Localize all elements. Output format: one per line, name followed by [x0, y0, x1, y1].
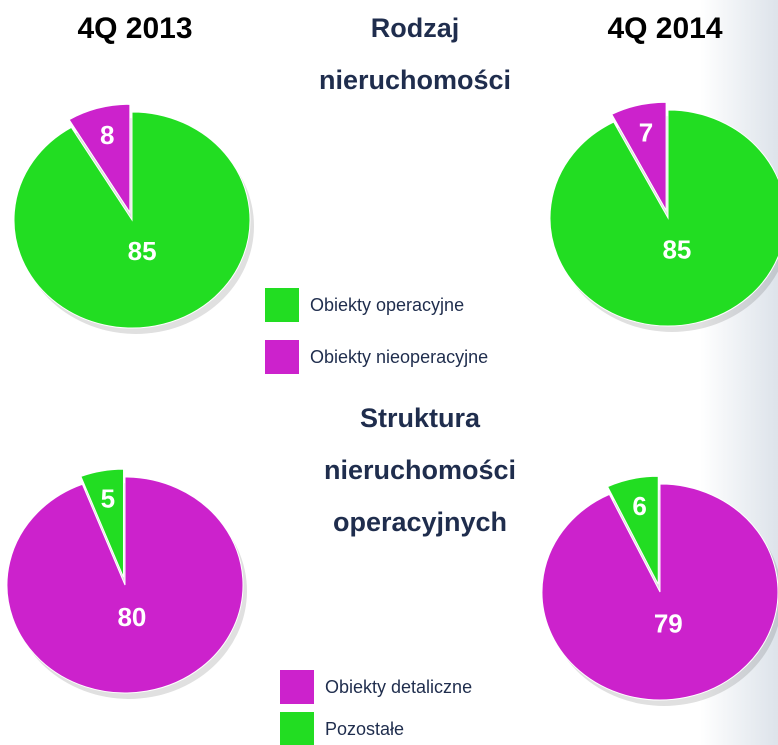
pie-slice: [80, 468, 125, 578]
value-label: 85: [662, 234, 691, 264]
value-label: 8: [100, 120, 114, 150]
section-title: Struktura: [360, 403, 481, 433]
value-label: 79: [654, 609, 683, 639]
column-title: 4Q 2014: [607, 12, 722, 45]
value-label: 85: [128, 236, 157, 266]
value-label: 6: [632, 491, 646, 521]
section-title: Rodzaj: [371, 13, 460, 43]
legend-label: Pozostałe: [325, 719, 404, 739]
legend-swatch: [280, 670, 314, 704]
value-label: 5: [101, 484, 115, 514]
legend-label: Obiekty detaliczne: [325, 677, 472, 697]
legend-swatch: [280, 712, 314, 745]
legend-label: Obiekty operacyjne: [310, 295, 464, 315]
pie-slice: [68, 103, 131, 214]
legend-swatch: [265, 288, 299, 322]
value-label: 7: [639, 118, 653, 148]
section-title: nieruchomości: [324, 455, 516, 485]
legend-label: Obiekty nieoperacyjne: [310, 347, 488, 367]
pie-slice: [13, 111, 251, 329]
section-title: nieruchomości: [319, 65, 511, 95]
pie-slice: [549, 109, 778, 327]
value-label: 80: [117, 602, 146, 632]
pie-slice: [541, 483, 778, 701]
column-title: 4Q 2013: [77, 12, 192, 45]
pie-slice: [611, 101, 667, 213]
pie-slice: [6, 476, 244, 694]
pie-slice: [606, 475, 659, 585]
legend-swatch: [265, 340, 299, 374]
section-title: operacyjnych: [333, 507, 507, 537]
